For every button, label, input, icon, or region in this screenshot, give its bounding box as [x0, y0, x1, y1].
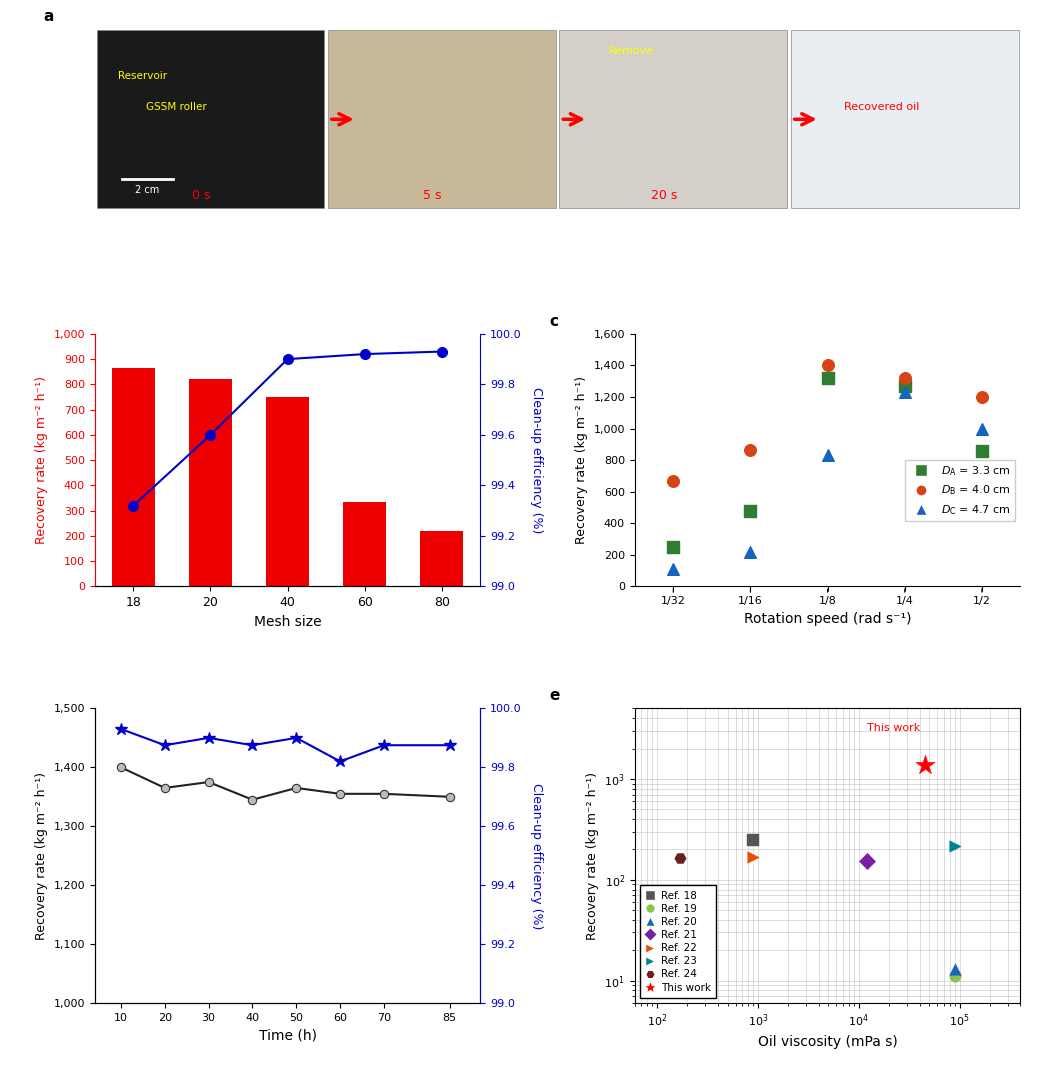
Point [665, 472, 682, 489]
X-axis label: Rotation speed (rad s⁻¹): Rotation speed (rad s⁻¹) [744, 611, 911, 625]
Bar [421, 530, 463, 587]
Text: 2 cm: 2 cm [136, 186, 160, 195]
Legend: Ref. 18, Ref. 19, Ref. 20, Ref. 21, Ref. 22, Ref. 23, Ref. 24, This work: Ref. 18, Ref. 19, Ref. 20, Ref. 21, Ref.… [640, 886, 716, 998]
FancyBboxPatch shape [560, 30, 787, 208]
Text: a: a [44, 10, 54, 25]
Point [973, 442, 990, 459]
X-axis label: Time (h): Time (h) [259, 1029, 317, 1042]
Text: 20 s: 20 s [651, 189, 677, 202]
Text: Recovered oil: Recovered oil [844, 102, 919, 112]
Point [745, 848, 762, 865]
Bar [343, 501, 386, 587]
Y-axis label: Recovery rate (kg m⁻² h⁻¹): Recovery rate (kg m⁻² h⁻¹) [586, 771, 599, 940]
Point [916, 757, 933, 774]
Point [973, 388, 990, 405]
Text: 5 s: 5 s [423, 189, 442, 202]
X-axis label: Mesh size: Mesh size [254, 615, 321, 628]
Text: Reservoir: Reservoir [118, 70, 167, 80]
Point [672, 849, 689, 866]
Y-axis label: Recovery rate (kg m⁻² h⁻¹): Recovery rate (kg m⁻² h⁻¹) [35, 377, 48, 544]
FancyBboxPatch shape [97, 30, 324, 208]
Y-axis label: Recovery rate (kg m⁻² h⁻¹): Recovery rate (kg m⁻² h⁻¹) [574, 377, 588, 544]
Point [820, 369, 836, 386]
Point [973, 420, 990, 437]
Bar [189, 380, 231, 587]
Point [820, 447, 836, 464]
Text: Remove: Remove [609, 47, 654, 57]
X-axis label: Oil viscosity (mPa s): Oil viscosity (mPa s) [757, 1035, 897, 1049]
Text: GSSM roller: GSSM roller [145, 102, 206, 112]
Point [896, 369, 913, 386]
Point [665, 560, 682, 577]
FancyBboxPatch shape [791, 30, 1018, 208]
Legend: $D_\mathrm{A}$ = 3.3 cm, $D_\mathrm{B}$ = 4.0 cm, $D_\mathrm{C}$ = 4.7 cm: $D_\mathrm{A}$ = 3.3 cm, $D_\mathrm{B}$ … [905, 460, 1015, 521]
Point [947, 960, 964, 977]
Y-axis label: Recovery rate (kg m⁻² h⁻¹): Recovery rate (kg m⁻² h⁻¹) [35, 771, 47, 940]
Y-axis label: Clean-up efficiency (%): Clean-up efficiency (%) [529, 782, 543, 929]
Bar [113, 368, 155, 587]
Bar [266, 397, 308, 587]
Y-axis label: Clean-up efficiency (%): Clean-up efficiency (%) [529, 387, 543, 534]
Text: 0 s: 0 s [191, 189, 210, 202]
Point [665, 539, 682, 556]
Text: c: c [550, 315, 559, 330]
Point [745, 831, 762, 848]
Text: e: e [550, 687, 561, 702]
Point [742, 503, 758, 520]
Text: This work: This work [867, 722, 920, 733]
Point [820, 356, 836, 373]
Point [742, 543, 758, 560]
Point [947, 968, 964, 985]
Point [896, 384, 913, 401]
Point [947, 838, 964, 855]
Point [742, 442, 758, 459]
FancyBboxPatch shape [328, 30, 555, 208]
Point [858, 853, 875, 870]
Point [896, 378, 913, 395]
